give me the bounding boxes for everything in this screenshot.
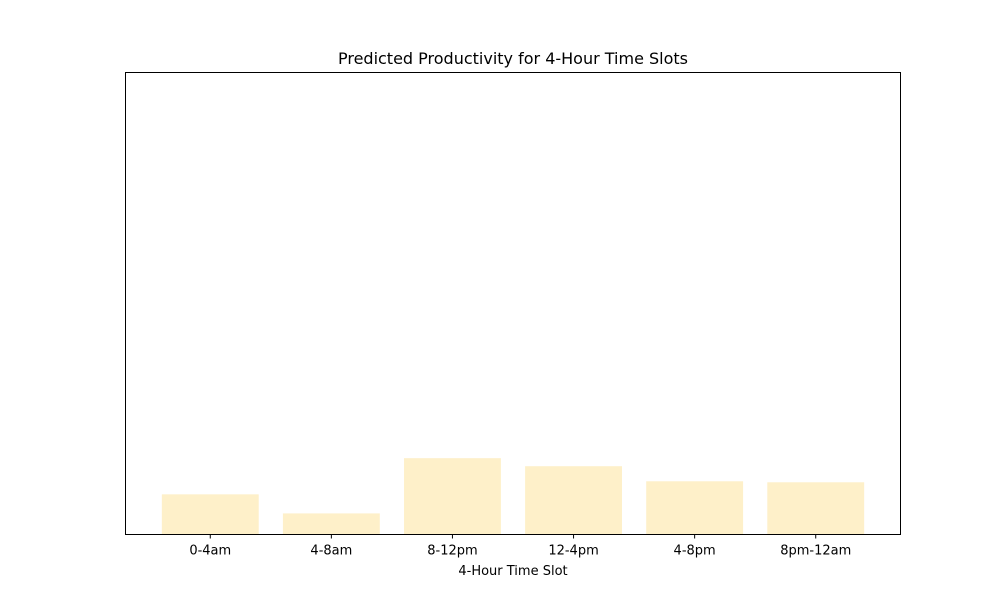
x-axis-ticks: 0-4am 4-8am 8-12pm 12-4pm 4-8pm 8pm-12am (189, 534, 851, 559)
x-tick-label: 8-12pm (427, 544, 477, 559)
bar-4-8am (282, 513, 380, 535)
bar-8pm-12am (767, 482, 865, 535)
x-tick-label: 4-8pm (674, 544, 716, 559)
x-tick-label: 12-4pm (548, 544, 598, 559)
x-axis-label: 4-Hour Time Slot (458, 564, 567, 579)
x-tick-label: 8pm-12am (780, 544, 851, 559)
bar-8-12pm (404, 458, 501, 535)
bar-4-8pm (646, 481, 744, 535)
bar-0-4am (161, 494, 259, 535)
bar-12-4pm (525, 466, 622, 535)
x-tick-label: 0-4am (189, 544, 231, 559)
chart-title: Predicted Productivity for 4-Hour Time S… (338, 49, 688, 68)
x-tick-label: 4-8am (310, 544, 352, 559)
plot-area-frame (125, 72, 901, 535)
bars-layer (161, 458, 865, 535)
